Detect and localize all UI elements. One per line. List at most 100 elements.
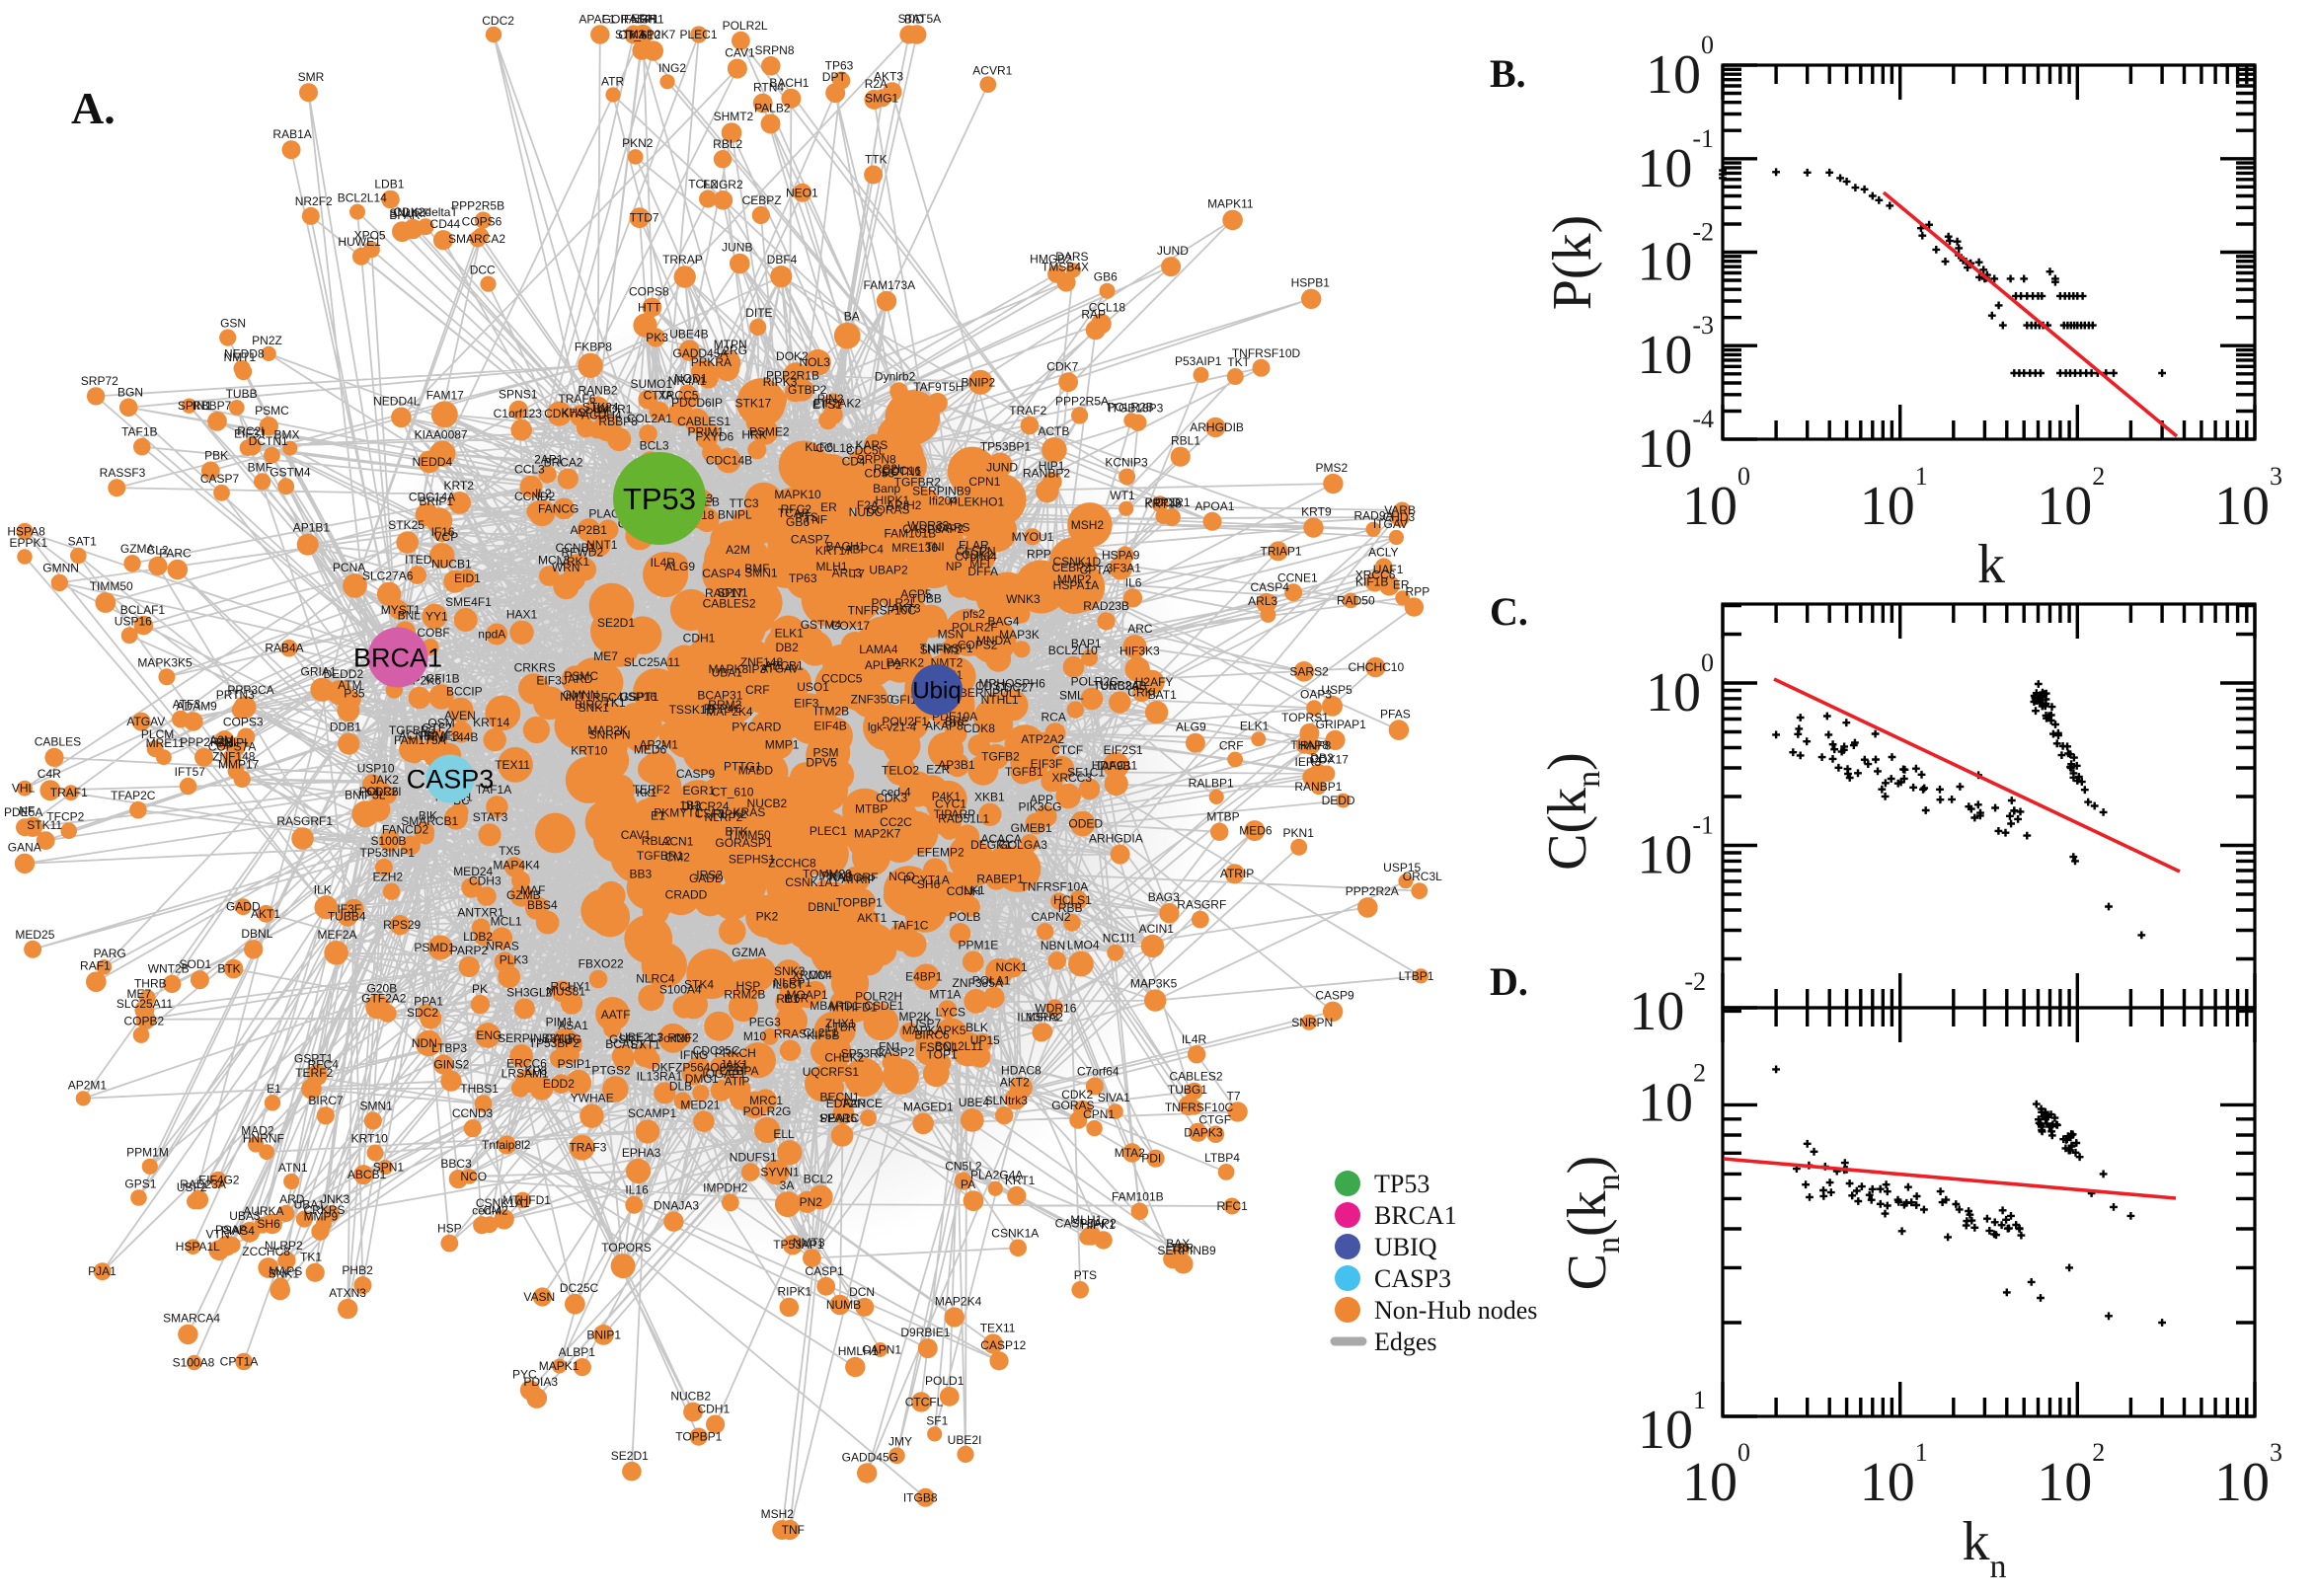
svg-text:ARC: ARC bbox=[1127, 622, 1153, 636]
svg-text:NDUFS1: NDUFS1 bbox=[730, 1150, 777, 1164]
svg-text:MAPK8IP3: MAPK8IP3 bbox=[708, 662, 766, 676]
svg-text:NMT3: NMT3 bbox=[793, 1236, 825, 1250]
svg-text:MAPKAPK5: MAPKAPK5 bbox=[902, 1024, 966, 1037]
svg-text:S100A4: S100A4 bbox=[659, 983, 702, 997]
svg-text:P35: P35 bbox=[344, 686, 365, 700]
svg-text:JNK3: JNK3 bbox=[321, 1192, 350, 1206]
svg-text:IQGAP1: IQGAP1 bbox=[702, 1067, 746, 1081]
svg-text:CDC25C: CDC25C bbox=[693, 1043, 740, 1057]
svg-text:M10: M10 bbox=[743, 1029, 767, 1043]
svg-text:SMARCB1: SMARCB1 bbox=[401, 814, 458, 828]
svg-text:PRKRA: PRKRA bbox=[691, 355, 732, 369]
svg-text:CD53: CD53 bbox=[864, 466, 894, 480]
svg-text:MM: MM bbox=[809, 968, 828, 982]
svg-text:PPM1M: PPM1M bbox=[126, 1146, 169, 1160]
svg-text:NEDD4L: NEDD4L bbox=[373, 394, 421, 408]
svg-text:ARL3: ARL3 bbox=[1248, 594, 1277, 608]
svg-text:ZNF385A: ZNF385A bbox=[953, 976, 1003, 990]
svg-text:FBXO22: FBXO22 bbox=[579, 957, 624, 971]
svg-text:JMY: JMY bbox=[888, 1434, 912, 1448]
svg-text:RALBP1: RALBP1 bbox=[1189, 777, 1234, 791]
svg-text:DCD: DCD bbox=[1155, 495, 1181, 509]
svg-text:TP53: TP53 bbox=[1374, 1170, 1429, 1198]
svg-text:HMGB2: HMGB2 bbox=[1030, 252, 1072, 266]
svg-text:TMSB4X: TMSB4X bbox=[1042, 261, 1089, 274]
svg-text:ARD: ARD bbox=[279, 1192, 305, 1206]
svg-text:POLR2L: POLR2L bbox=[723, 19, 768, 33]
svg-text:FAM173A: FAM173A bbox=[863, 278, 915, 292]
svg-text:PPP3R1: PPP3R1 bbox=[1145, 495, 1191, 509]
svg-text:FLAR: FLAR bbox=[959, 539, 989, 553]
svg-text:RIPK2: RIPK2 bbox=[713, 807, 747, 821]
svg-text:NUMB: NUMB bbox=[826, 1298, 861, 1312]
svg-text:TFAP2C: TFAP2C bbox=[111, 789, 156, 802]
svg-text:MAPK10: MAPK10 bbox=[774, 488, 821, 501]
svg-text:D9RBIE1: D9RBIE1 bbox=[900, 1326, 950, 1339]
svg-text:SERPINB8: SERPINB8 bbox=[498, 1031, 557, 1045]
svg-text:UBIQ: UBIQ bbox=[1374, 1233, 1437, 1261]
svg-text:SNK3: SNK3 bbox=[774, 964, 806, 978]
svg-text:SE1C1: SE1C1 bbox=[1067, 766, 1105, 780]
svg-text:MED21: MED21 bbox=[680, 1098, 720, 1111]
svg-text:S100A8: S100A8 bbox=[173, 1356, 215, 1370]
svg-text:LTBP1: LTBP1 bbox=[1399, 969, 1434, 983]
svg-text:GMEB1: GMEB1 bbox=[1011, 821, 1052, 835]
svg-text:T7: T7 bbox=[851, 568, 865, 581]
svg-text:TTD7: TTD7 bbox=[630, 211, 659, 225]
svg-text:VTN: VTN bbox=[206, 1227, 230, 1241]
svg-text:XKB1: XKB1 bbox=[974, 791, 1005, 804]
svg-text:SPIN1: SPIN1 bbox=[178, 399, 212, 413]
svg-text:UBE4: UBE4 bbox=[959, 1096, 990, 1109]
svg-text:GINS2: GINS2 bbox=[433, 1058, 469, 1072]
svg-text:APAF1: APAF1 bbox=[579, 12, 615, 26]
svg-text:SE2D1: SE2D1 bbox=[597, 616, 635, 630]
svg-text:PDCD6IP: PDCD6IP bbox=[671, 396, 723, 410]
svg-text:ORC3L: ORC3L bbox=[1403, 870, 1442, 883]
svg-text:HSPA1A: HSPA1A bbox=[1053, 578, 1099, 592]
svg-text:GADD: GADD bbox=[226, 900, 261, 914]
svg-text:BCCIP: BCCIP bbox=[446, 685, 483, 699]
svg-text:CDC14A: CDC14A bbox=[409, 491, 455, 504]
svg-text:IL2: IL2 bbox=[535, 487, 552, 500]
svg-text:MAP4K4: MAP4K4 bbox=[493, 859, 540, 873]
svg-text:MMP1: MMP1 bbox=[765, 737, 800, 751]
svg-text:CASP7: CASP7 bbox=[200, 472, 240, 486]
svg-text:CHD3: CHD3 bbox=[1383, 510, 1416, 524]
svg-text:GORAS: GORAS bbox=[1051, 1099, 1094, 1112]
svg-text:ASA1: ASA1 bbox=[558, 1019, 588, 1032]
svg-text:DARS: DARS bbox=[1055, 250, 1088, 264]
svg-text:NC1I1: NC1I1 bbox=[1103, 932, 1136, 946]
svg-text:SARS2: SARS2 bbox=[1289, 664, 1329, 678]
svg-text:UBE4B: UBE4B bbox=[669, 328, 708, 342]
svg-text:BIK: BIK bbox=[419, 809, 437, 823]
svg-text:A.: A. bbox=[71, 83, 116, 133]
svg-text:PHB2: PHB2 bbox=[342, 1263, 373, 1277]
svg-text:ME7: ME7 bbox=[127, 987, 152, 1001]
svg-text:BRCA1: BRCA1 bbox=[1374, 1201, 1457, 1230]
svg-text:MAF: MAF bbox=[520, 883, 545, 897]
svg-text:ER: ER bbox=[820, 500, 837, 514]
svg-text:CM2: CM2 bbox=[483, 1203, 508, 1217]
svg-text:XRCC3: XRCC3 bbox=[1051, 771, 1092, 785]
svg-text:XPO5: XPO5 bbox=[354, 228, 386, 242]
svg-text:RFC1: RFC1 bbox=[1217, 1199, 1249, 1213]
svg-text:CASP8AP2: CASP8AP2 bbox=[902, 522, 964, 536]
svg-text:MSN: MSN bbox=[938, 628, 965, 642]
svg-text:BAG3: BAG3 bbox=[1148, 890, 1180, 904]
svg-text:STK24: STK24 bbox=[582, 400, 619, 414]
svg-text:TNFRSF10A: TNFRSF10A bbox=[1021, 879, 1089, 893]
svg-text:CCND2: CCND2 bbox=[514, 490, 556, 503]
svg-text:AURKA: AURKA bbox=[243, 1204, 283, 1218]
svg-text:GZMB: GZMB bbox=[506, 888, 541, 902]
svg-text:MOAP1: MOAP1 bbox=[786, 988, 827, 1002]
svg-text:DLB: DLB bbox=[669, 1080, 692, 1094]
svg-text:FNGR2: FNGR2 bbox=[703, 178, 743, 191]
svg-text:BRCA2: BRCA2 bbox=[544, 455, 583, 469]
svg-text:WDR33: WDR33 bbox=[907, 519, 949, 533]
svg-text:RFC2: RFC2 bbox=[781, 502, 812, 516]
svg-text:MADD: MADD bbox=[738, 763, 774, 777]
svg-text:TP63: TP63 bbox=[789, 571, 817, 585]
svg-text:A2M: A2M bbox=[726, 543, 750, 557]
svg-text:PN2Z: PN2Z bbox=[252, 334, 282, 347]
svg-text:BAP1: BAP1 bbox=[1071, 637, 1102, 650]
